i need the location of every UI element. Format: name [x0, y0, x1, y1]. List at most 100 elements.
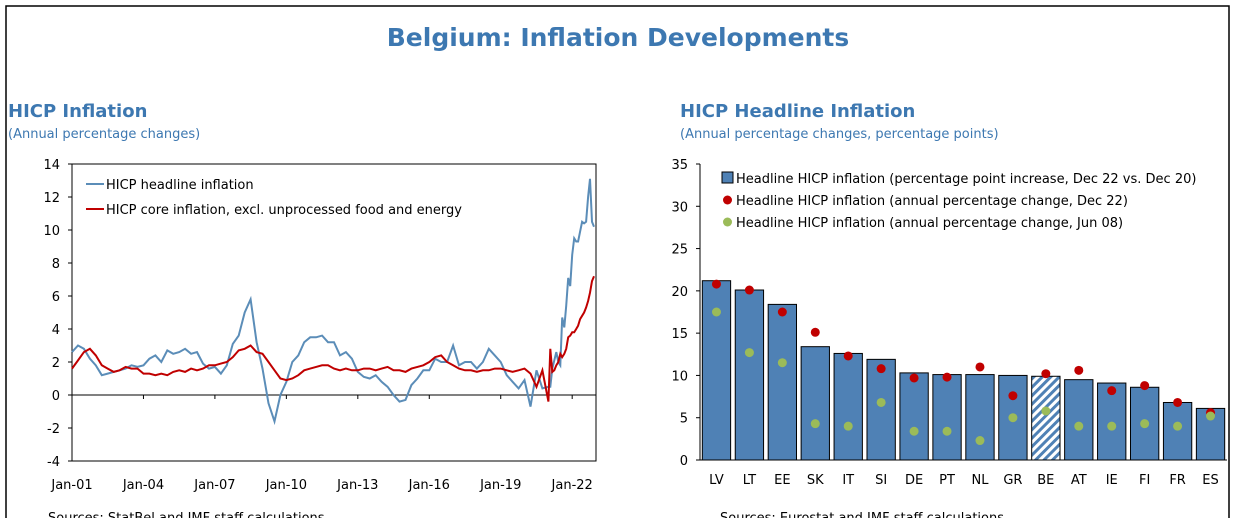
dot	[1107, 386, 1117, 396]
bar	[866, 358, 896, 461]
x-tick-label: Jan-22	[551, 478, 593, 493]
dot	[777, 307, 787, 317]
bar	[1031, 375, 1061, 461]
y-tick-label: 35	[671, 158, 688, 173]
x-tick-label: LT	[743, 473, 756, 488]
page-title: Belgium: Inflation Developments	[387, 23, 850, 52]
source-note: Sources: Eurostat and IMF staff calculat…	[720, 511, 1008, 518]
y-tick-label: 20	[671, 285, 688, 300]
dot	[876, 364, 886, 374]
dot	[1074, 365, 1084, 375]
y-tick-label: 6	[52, 290, 60, 305]
source-note: Sources: StatBel and IMF staff calculati…	[48, 511, 329, 518]
dot	[1074, 421, 1084, 431]
x-tick-label: DE	[905, 473, 923, 488]
x-tick-label: Jan-04	[122, 478, 164, 493]
dot	[942, 426, 952, 436]
y-tick-label: 2	[52, 356, 60, 371]
dot	[1140, 381, 1150, 391]
bar	[899, 372, 929, 461]
series-line	[71, 275, 595, 402]
y-tick-label: 14	[43, 158, 60, 173]
x-tick-label: Jan-13	[336, 478, 378, 493]
chart-subtitle: (Annual percentage changes)	[8, 127, 200, 142]
x-tick-label: BE	[1037, 473, 1054, 488]
y-tick-label: -2	[47, 422, 60, 437]
bar	[1162, 401, 1193, 461]
chart-subtitle: (Annual percentage changes, percentage p…	[680, 127, 999, 142]
y-tick-label: -4	[47, 455, 60, 470]
series-line	[71, 178, 595, 426]
chart-title: HICP Headline Inflation	[680, 101, 915, 122]
dot	[810, 327, 820, 337]
legend-label: Headline HICP inflation (annual percenta…	[736, 216, 1123, 231]
bar	[833, 352, 863, 461]
bar	[965, 374, 995, 461]
dot	[777, 358, 787, 368]
x-tick-label: PT	[939, 473, 955, 488]
dot	[1041, 369, 1051, 379]
x-tick-label: SI	[875, 473, 887, 488]
x-tick-label: IT	[842, 473, 854, 488]
legend-swatch	[723, 217, 732, 227]
y-tick-label: 0	[680, 454, 688, 469]
x-tick-label: EE	[774, 473, 790, 488]
dot	[942, 372, 952, 382]
x-tick-label: NL	[971, 473, 989, 488]
x-tick-label: Jan-01	[50, 478, 92, 493]
dot	[1206, 411, 1216, 421]
legend-label: Headline HICP inflation (annual percenta…	[736, 194, 1128, 209]
y-tick-label: 25	[671, 243, 688, 258]
dot	[1107, 421, 1117, 431]
bar	[734, 289, 765, 461]
dot	[876, 397, 886, 407]
y-tick-label: 8	[52, 257, 60, 272]
frame	[5, 5, 1230, 518]
x-tick-label: Jan-16	[408, 478, 450, 493]
dot	[909, 426, 919, 436]
dot	[744, 348, 754, 358]
dot	[711, 307, 721, 317]
x-tick-label: FR	[1169, 473, 1186, 488]
y-tick-label: 4	[52, 323, 60, 338]
bar	[932, 374, 962, 461]
y-tick-label: 30	[671, 200, 688, 215]
x-tick-label: ES	[1202, 473, 1218, 488]
legend-label: Headline HICP inflation (percentage poin…	[736, 172, 1196, 187]
dot	[1173, 421, 1183, 431]
y-tick-label: 10	[671, 369, 688, 384]
chart-title: HICP Inflation	[8, 101, 147, 122]
y-tick-label: 12	[43, 191, 60, 206]
legend-label: HICP core inflation, excl. unprocessed f…	[106, 203, 462, 218]
x-tick-label: SK	[807, 473, 824, 488]
dot	[975, 362, 985, 372]
dot	[843, 421, 853, 431]
dot	[909, 373, 919, 383]
y-tick-label: 15	[671, 327, 688, 342]
dot	[711, 279, 721, 289]
dot	[1173, 397, 1183, 407]
bar	[800, 346, 830, 461]
y-tick-label: 10	[43, 224, 60, 239]
x-tick-label: FI	[1139, 473, 1150, 488]
dot	[843, 351, 853, 361]
bar	[1064, 379, 1094, 461]
legend-label: HICP headline inflation	[106, 178, 254, 193]
x-tick-label: Jan-10	[265, 478, 307, 493]
legend-swatch	[721, 171, 734, 184]
y-tick-label: 0	[52, 389, 60, 404]
x-tick-label: Jan-19	[479, 478, 521, 493]
legend-swatch	[723, 195, 732, 205]
dot	[810, 419, 820, 429]
dot	[744, 285, 754, 295]
x-tick-label: GR	[1003, 473, 1022, 488]
x-tick-label: AT	[1071, 473, 1087, 488]
dot	[1008, 413, 1018, 423]
dot	[975, 436, 985, 446]
y-tick-label: 5	[680, 412, 688, 427]
bar	[1129, 386, 1160, 461]
bar	[1097, 382, 1127, 461]
x-tick-label: Jan-07	[193, 478, 235, 493]
dot	[1140, 419, 1150, 429]
